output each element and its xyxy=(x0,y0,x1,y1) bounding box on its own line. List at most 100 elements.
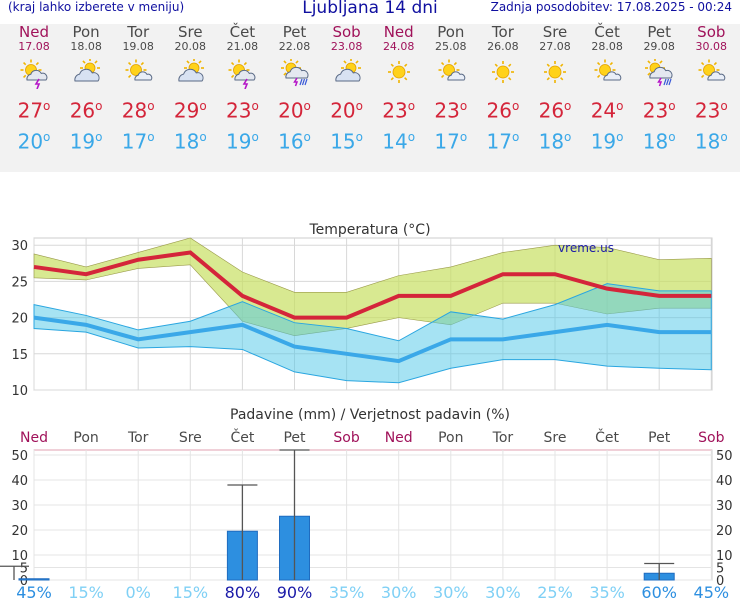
day-column: Sre 20.08 29o 18o xyxy=(164,23,216,154)
day-column: Sob 23.08 20o 15o xyxy=(321,24,373,154)
cloud-sun-icon xyxy=(334,59,361,82)
temp-max: 23o xyxy=(225,98,259,123)
day-column: Pon 25.08 23o 17o xyxy=(425,23,477,153)
day-date: 30.08 xyxy=(695,40,728,53)
temp-min: 19o xyxy=(225,129,259,154)
day-date: 17.08 xyxy=(18,40,50,53)
temp-y-tick: 25 xyxy=(11,275,28,290)
temp-y-tick: 10 xyxy=(11,384,28,399)
day-date: 27.08 xyxy=(539,40,571,53)
temp-y-tick: 15 xyxy=(11,348,28,363)
sun-small-cloud-icon xyxy=(438,59,465,81)
temp-max: 26o xyxy=(486,98,520,123)
temp-max: 20o xyxy=(330,98,363,123)
min-temp-band xyxy=(33,283,712,384)
day-column: Čet 28.08 24o 19o xyxy=(581,23,633,154)
temp-min: 18o xyxy=(173,129,207,154)
temp-max: 27o xyxy=(17,98,51,123)
precip-probability: 30% xyxy=(381,583,417,600)
temp-min: 19o xyxy=(69,129,103,154)
precip-day-label: Sre xyxy=(179,430,202,446)
temp-min: 18o xyxy=(694,129,728,154)
day-name: Ned xyxy=(383,23,414,41)
temp-max: 26o xyxy=(538,98,572,123)
day-name: Ned xyxy=(19,23,49,41)
precip-day-label: Čet xyxy=(595,428,619,446)
last-update: Zadnja posodobitev: 17.08.2025 - 00:24 xyxy=(490,0,732,14)
precip-day-label: Tor xyxy=(492,430,514,446)
precip-probability: 15% xyxy=(68,583,104,600)
page-title: Ljubljana 14 dni xyxy=(302,0,438,18)
precip-y-tick-left: 10 xyxy=(11,549,28,564)
temp-max: 24o xyxy=(590,98,624,123)
precip-day-label: Ned xyxy=(385,430,413,446)
day-name: Pon xyxy=(437,23,465,41)
day-name: Čet xyxy=(229,23,256,41)
day-column: Sre 27.08 26o 18o xyxy=(529,24,581,153)
temp-max: 23o xyxy=(434,98,468,123)
precip-y-tick-right: 30 xyxy=(716,499,733,514)
charts: Temperatura (°C) 10 15 20 25 30 vreme.us Padavi… xyxy=(0,222,733,600)
temp-min: 14o xyxy=(382,129,416,154)
day-date: 29.08 xyxy=(643,40,675,53)
day-date: 23.08 xyxy=(330,40,363,53)
precip-y-tick-left: 5 xyxy=(20,562,28,577)
day-column: Pet 29.08 23o 18o xyxy=(633,23,685,153)
day-column: Ned 24.08 23o 14o xyxy=(373,23,425,154)
precip-day-label: Tor xyxy=(127,430,149,446)
sun-icon xyxy=(387,61,410,83)
precip-probability: 80% xyxy=(225,583,261,600)
day-name: Čet xyxy=(594,23,620,41)
max-temp-line xyxy=(33,250,712,320)
temp-min: 17o xyxy=(486,129,520,154)
day-date: 19.08 xyxy=(122,40,154,53)
temp-chart-title: Temperatura (°C) xyxy=(308,222,430,238)
sun-small-cloud-icon xyxy=(698,59,726,81)
precip-probability: 25% xyxy=(537,583,573,600)
min-temp-line xyxy=(33,315,712,364)
day-date: 22.08 xyxy=(278,40,311,53)
precip-y-tick-right: 5 xyxy=(716,562,724,577)
precip-y-tick-left: 30 xyxy=(11,499,28,514)
precip-probability: 15% xyxy=(173,583,209,600)
precip-y-tick-left: 0 xyxy=(20,574,28,589)
precip-day-label: Ned xyxy=(20,430,48,446)
precip-bar xyxy=(18,578,50,581)
cloud-sun-icon xyxy=(74,59,101,82)
watermark: vreme.us xyxy=(558,241,614,255)
precip-day-label: Pet xyxy=(648,430,671,446)
precip-day-label: Čet xyxy=(230,428,254,446)
precip-probability: 35% xyxy=(589,583,625,600)
day-name: Pon xyxy=(72,23,100,41)
temp-min: 19o xyxy=(590,129,624,154)
day-date: 26.08 xyxy=(487,40,519,53)
temp-min: 20o xyxy=(17,129,51,154)
day-name: Pet xyxy=(647,23,671,41)
precip-probability: 30% xyxy=(433,583,469,600)
temp-y-tick: 30 xyxy=(11,239,28,254)
forecast-panel: Ned 17.08 27o 20o Pon 18.08 26o 19o Tor 19.08 28o 1… xyxy=(0,24,740,172)
temp-min: 15o xyxy=(330,129,363,154)
day-date: 18.08 xyxy=(70,40,102,53)
day-name: Pet xyxy=(282,23,307,41)
precip-day-label: Sob xyxy=(698,430,724,446)
precip-day-label: Pon xyxy=(73,430,98,446)
precip-probability: 35% xyxy=(329,583,365,600)
precip-day-label: Sre xyxy=(544,430,567,446)
sun-cloud-rain-storm-icon xyxy=(280,59,308,87)
sun-cloud-rain-storm-icon xyxy=(645,59,673,87)
day-date: 20.08 xyxy=(174,40,207,53)
temp-max: 23o xyxy=(642,98,676,123)
day-name: Sre xyxy=(178,23,203,41)
day-column: Tor 19.08 28o 17o xyxy=(112,24,164,154)
precip-probability: 45% xyxy=(694,583,730,600)
precip-probability: 90% xyxy=(277,583,313,600)
precip-y-tick-right: 50 xyxy=(716,449,733,464)
temp-max: 23o xyxy=(382,98,416,123)
temp-min: 17o xyxy=(121,129,155,154)
temp-max: 20o xyxy=(278,98,311,123)
precip-plot-area xyxy=(33,449,713,581)
day-column: Pon 18.08 26o 19o xyxy=(60,23,112,154)
sun-icon xyxy=(491,61,514,83)
cloud-sun-icon xyxy=(178,59,205,82)
